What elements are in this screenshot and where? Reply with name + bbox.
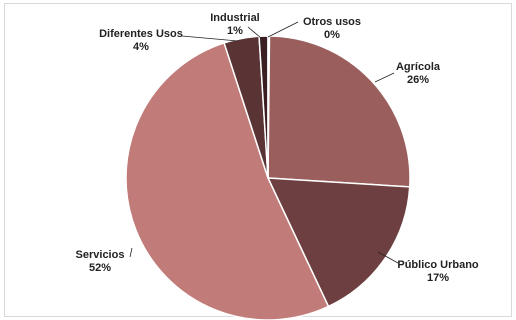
slice-percent-label: 0%: [324, 29, 340, 41]
slice-percent-label: 1%: [227, 25, 243, 37]
leader-line: [247, 26, 262, 39]
slice-name-label: Agrícola: [396, 61, 441, 73]
slice-name-label: Diferentes Usos: [99, 28, 183, 40]
slice-name-label: Industrial: [210, 12, 260, 24]
leader-line: [377, 251, 399, 264]
pie-slice-publico-urbano: [266, 177, 411, 308]
slice-name-label: Servicios: [76, 249, 125, 261]
slice-percent-label: 4%: [133, 41, 149, 53]
slice-percent-label: 52%: [89, 262, 111, 274]
leader-line: [267, 21, 299, 38]
leader-line: [181, 35, 239, 42]
slice-percent-label: 26%: [407, 74, 429, 86]
leader-line: [129, 247, 133, 258]
pie-slice-agricola: [267, 35, 411, 188]
slice-percent-label: 17%: [427, 272, 449, 284]
slice-name-label: Otros usos: [303, 16, 361, 28]
leader-line: [374, 72, 395, 83]
slice-name-label: Público Urbano: [397, 259, 479, 271]
